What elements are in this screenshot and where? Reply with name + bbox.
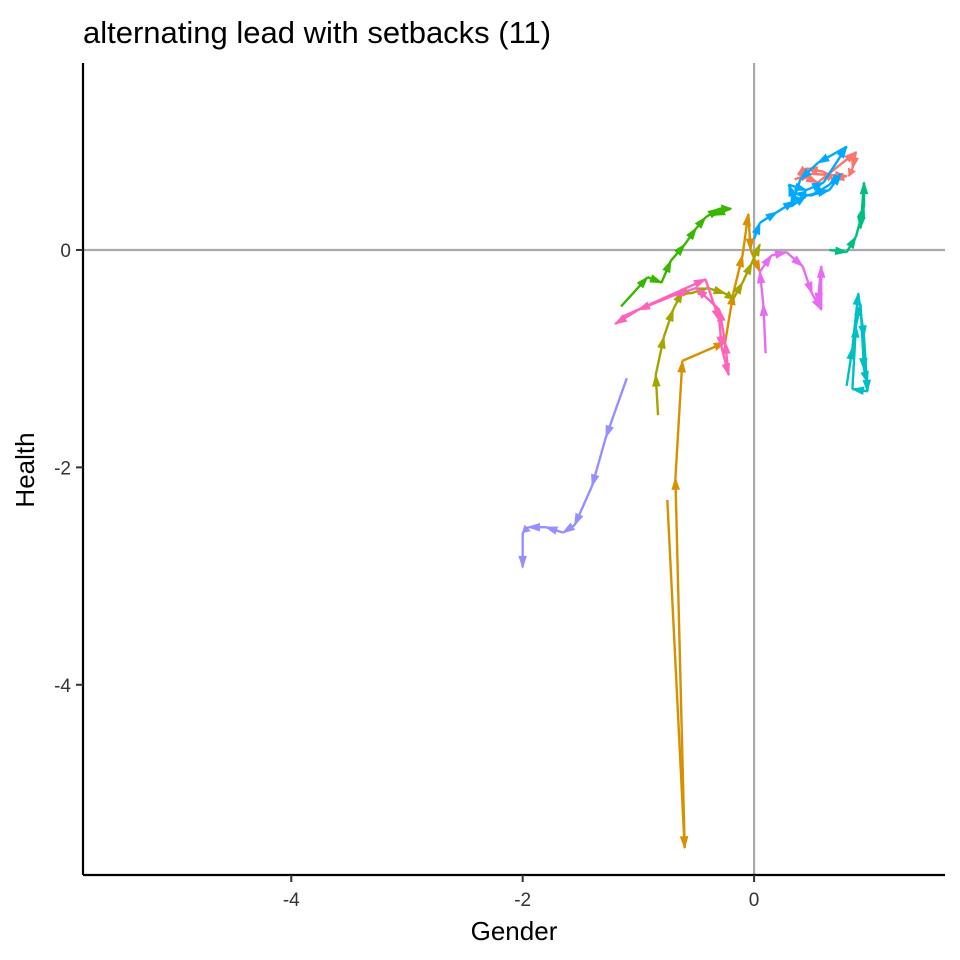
series-arrowhead <box>657 335 666 350</box>
chart-title: alternating lead with setbacks (11) <box>83 15 551 50</box>
series-arrowhead <box>591 473 600 488</box>
y-tick-label: -4 <box>54 676 71 697</box>
series-arrowhead <box>774 250 789 259</box>
series-4 <box>620 204 733 308</box>
series-arrowhead <box>526 522 540 532</box>
series-arrowhead <box>828 173 841 186</box>
series-arrowhead <box>751 243 761 257</box>
series-arrowhead <box>561 522 576 534</box>
x-tick-label: 0 <box>749 890 760 911</box>
series-arrowhead <box>695 286 708 300</box>
series-9 <box>756 250 826 354</box>
series-arrowhead <box>834 246 849 255</box>
series-6 <box>845 291 872 395</box>
series-arrowhead <box>613 314 628 325</box>
reference-lines <box>83 63 945 875</box>
series-arrowhead <box>816 153 830 164</box>
series-segment <box>666 499 686 848</box>
series-arrowhead <box>850 386 865 395</box>
series-arrowhead <box>791 255 804 268</box>
x-tick-label: -2 <box>514 890 531 911</box>
series-arrowhead <box>636 275 649 289</box>
series-arrowhead <box>857 216 866 230</box>
y-tick-label: -2 <box>54 458 71 479</box>
series-arrowhead <box>735 253 744 268</box>
axes: -4 -2 0 -4 -2 0 <box>54 63 945 911</box>
series-arrowhead <box>521 524 531 534</box>
y-tick-label: 0 <box>60 241 71 262</box>
series-arrowhead <box>716 335 725 350</box>
series-arrowhead <box>860 370 869 385</box>
series-arrowhead <box>805 173 820 184</box>
series-5 <box>829 180 869 255</box>
series-arrowhead <box>751 221 761 236</box>
series-arrowhead <box>745 238 755 252</box>
y-axis-title: Health <box>10 432 40 507</box>
series-arrowhead <box>605 424 614 439</box>
x-tick-label: -4 <box>283 890 300 911</box>
series-2 <box>666 212 761 850</box>
series-arrowhead <box>652 373 661 387</box>
series-arrowhead <box>686 226 698 241</box>
series-arrowhead <box>756 270 766 284</box>
series-arrowhead <box>804 281 813 295</box>
series-arrowhead <box>814 292 824 306</box>
series-arrowhead <box>665 308 674 323</box>
series-arrowhead <box>636 301 651 311</box>
series-10 <box>613 278 731 377</box>
series-arrowhead <box>765 211 779 222</box>
series-arrowhead <box>574 512 584 527</box>
series-arrowhead <box>799 168 812 181</box>
series-segment <box>674 360 684 479</box>
series-arrowhead <box>846 235 857 249</box>
series-arrowhead <box>677 359 686 373</box>
series-arrowhead <box>859 357 868 372</box>
series-arrowhead <box>544 526 559 535</box>
series-arrowhead <box>759 302 769 317</box>
series-arrowhead <box>722 340 731 355</box>
series-arrowhead <box>792 190 807 200</box>
series-arrowhead <box>761 254 773 268</box>
series-arrowhead <box>742 261 753 276</box>
series-8 <box>518 377 628 569</box>
series-layer <box>518 145 872 850</box>
series-arrowhead <box>850 324 860 338</box>
series-arrowhead <box>723 290 735 300</box>
series-arrowhead <box>751 259 761 274</box>
series-arrowhead <box>733 281 744 295</box>
series-arrowhead <box>662 259 672 274</box>
series-arrowhead <box>518 555 527 569</box>
series-arrowhead <box>671 287 686 297</box>
series-arrowhead <box>712 285 727 295</box>
series-arrowhead <box>717 308 726 322</box>
series-arrowhead <box>790 194 799 209</box>
series-arrowhead <box>810 185 824 197</box>
series-arrowhead <box>850 156 860 171</box>
series-arrowhead <box>671 476 680 490</box>
series-arrowhead <box>712 207 726 216</box>
series-arrowhead <box>847 167 856 178</box>
series-arrowhead <box>673 243 686 257</box>
series-segment <box>674 478 686 848</box>
x-axis-title: Gender <box>471 916 558 946</box>
series-arrowhead <box>649 274 664 284</box>
series-arrowhead <box>693 278 707 288</box>
series-7 <box>751 145 848 240</box>
series-arrowhead <box>694 216 707 229</box>
